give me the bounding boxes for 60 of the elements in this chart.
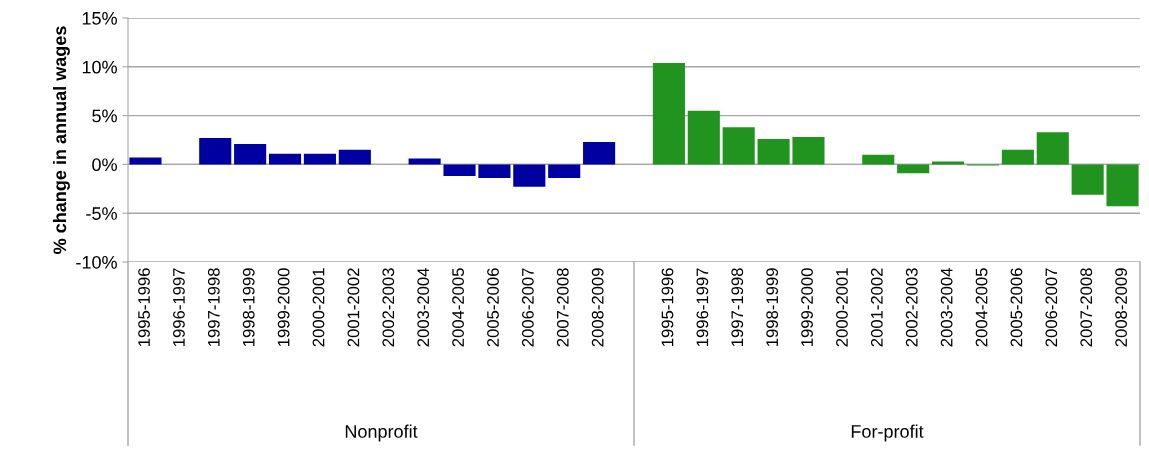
x-tick-label: 1998-1999 xyxy=(242,268,255,346)
bar xyxy=(1071,164,1104,195)
x-tick-label: 2000-2001 xyxy=(836,268,848,347)
y-tick-label: 15% xyxy=(82,12,117,25)
x-tick-label: 2002-2003 xyxy=(382,268,395,347)
x-tick-label: 2008-2009 xyxy=(591,268,604,347)
x-tick-label: 2007-2008 xyxy=(1080,268,1093,347)
bar xyxy=(338,149,371,165)
x-tick-label: 1996-1997 xyxy=(696,268,709,346)
y-tick-label: 10% xyxy=(82,60,117,74)
bar xyxy=(548,164,581,179)
bar xyxy=(513,164,546,187)
x-tick-label: 1996-1997 xyxy=(173,268,185,346)
x-tick-label: 2002-2003 xyxy=(905,268,918,347)
bar xyxy=(1036,132,1069,165)
bar xyxy=(652,62,685,165)
bar xyxy=(583,141,616,165)
x-tick-label: 2005-2006 xyxy=(487,268,499,347)
bar xyxy=(303,153,336,165)
x-tick-label: 2001-2002 xyxy=(870,268,883,347)
y-axis-title: % change in annual wages xyxy=(52,26,70,254)
bar xyxy=(199,138,232,165)
bar xyxy=(1001,149,1034,165)
x-tick-label: 2005-2006 xyxy=(1010,268,1023,347)
bar xyxy=(1106,164,1139,207)
bar xyxy=(862,154,895,165)
x-tick-label: 1998-1999 xyxy=(766,268,779,346)
x-tick-label: 2006-2007 xyxy=(1045,268,1058,347)
x-tick-label: 2000-2001 xyxy=(312,268,325,347)
bar xyxy=(443,164,476,177)
bar xyxy=(234,143,267,165)
text: For-profit xyxy=(851,424,924,442)
bar xyxy=(687,110,720,165)
bar xyxy=(129,157,162,165)
x-tick-label: 2006-2007 xyxy=(521,268,534,347)
bar xyxy=(722,127,755,165)
x-tick-label: 1995-1996 xyxy=(661,268,674,346)
bar xyxy=(932,161,965,165)
x-tick-label: 2003-2004 xyxy=(940,268,953,347)
bar xyxy=(268,153,302,165)
x-tick-label: 2008-2009 xyxy=(1115,268,1128,347)
x-tick-label: 1997-1998 xyxy=(731,268,744,346)
y-tick-label: 0% xyxy=(92,158,117,172)
x-tick-label: 2004-2005 xyxy=(452,268,464,347)
x-tick-label: 1997-1998 xyxy=(207,268,220,346)
x-tick-label: 2004-2005 xyxy=(975,268,988,347)
x-tick-label: 2007-2008 xyxy=(556,268,569,347)
y-tick-label: -10% xyxy=(76,255,117,269)
bar xyxy=(792,137,825,165)
x-tick-label: 1995-1996 xyxy=(138,268,150,346)
bar xyxy=(757,139,790,165)
x-tick-label: 2001-2002 xyxy=(347,268,360,347)
bar xyxy=(897,164,930,174)
text: Nonprofit xyxy=(345,424,418,442)
x-tick-label: 1999-2000 xyxy=(277,268,290,346)
x-tick-label: 1999-2000 xyxy=(801,268,813,346)
bar xyxy=(478,164,511,179)
x-tick-label: 2003-2004 xyxy=(417,268,430,347)
y-tick-label: 5% xyxy=(92,109,117,123)
y-tick-label: -5% xyxy=(86,207,117,220)
